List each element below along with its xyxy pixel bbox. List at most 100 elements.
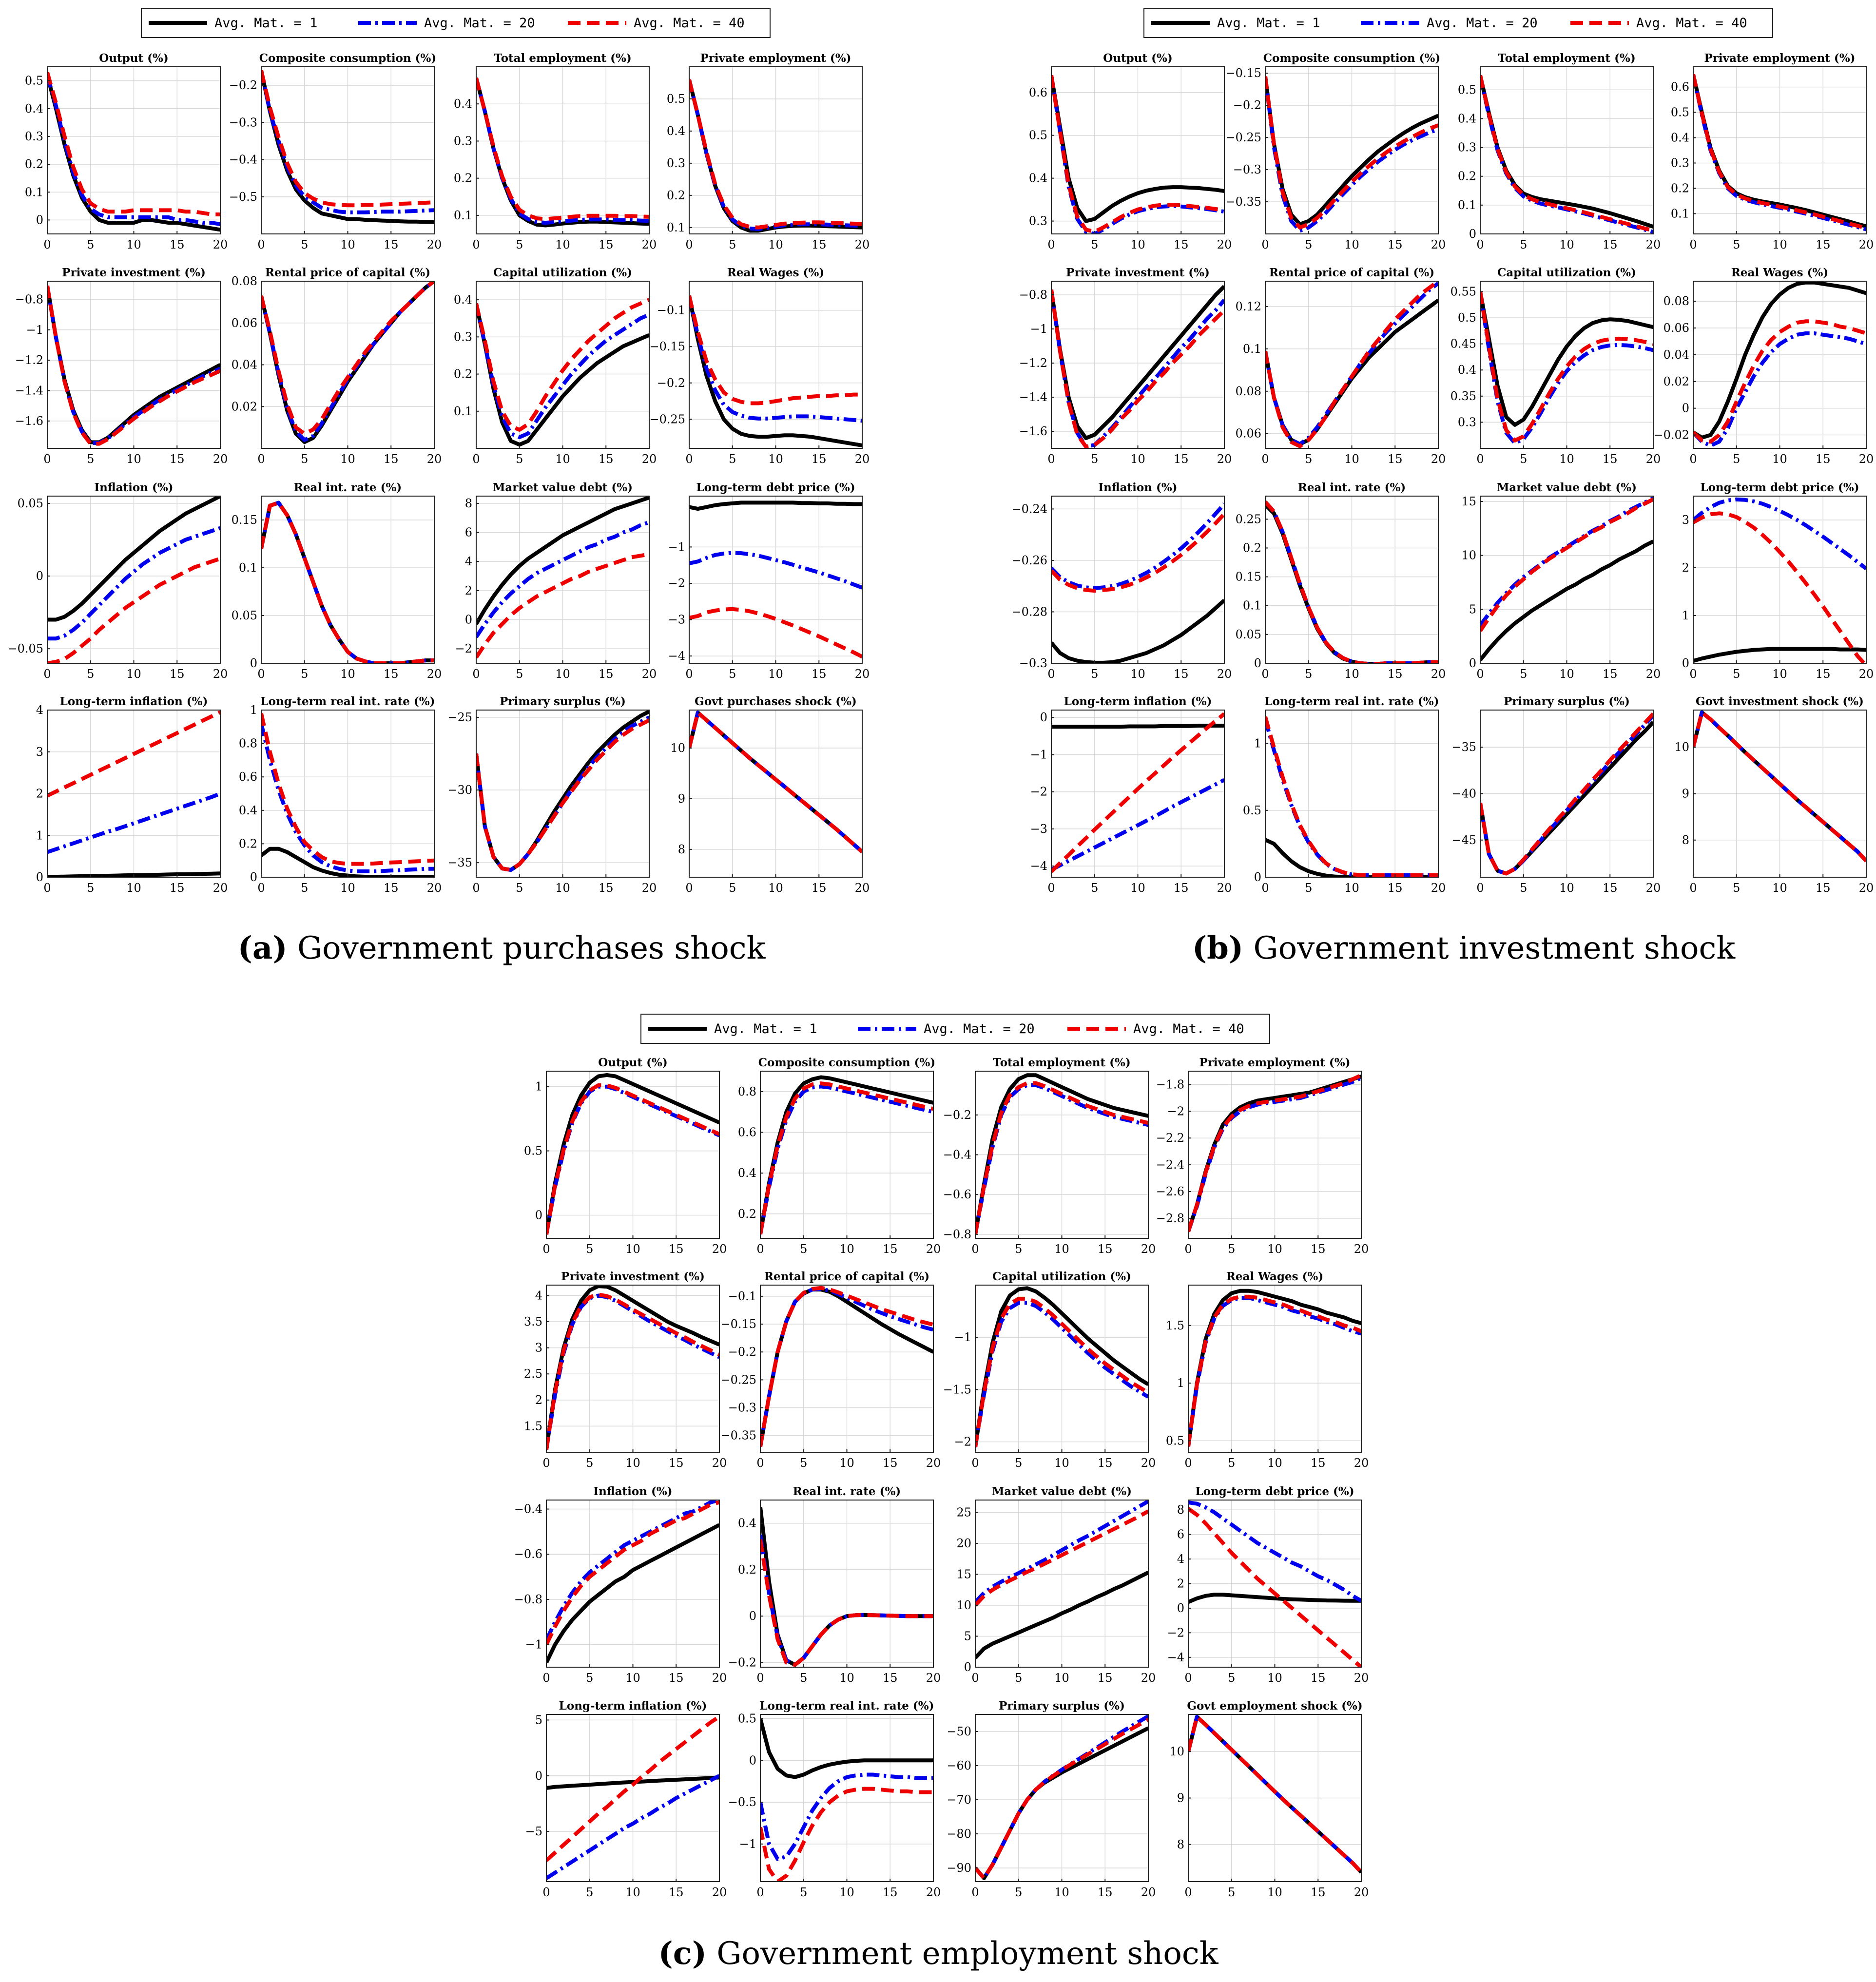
series-group xyxy=(1051,712,1224,873)
x-tick-label: 5 xyxy=(1091,238,1098,251)
y-tick-label: −1.4 xyxy=(1019,390,1047,404)
panel-b-6: 0 5 10 15 20 0.06 0.08 0.1 0.12 Rental price of c… xyxy=(1236,266,1446,466)
series-line-3 xyxy=(47,710,220,798)
x-tick-label: 15 xyxy=(1388,452,1403,466)
x-tick-label: 15 xyxy=(1174,667,1189,681)
y-tick-label: −0.35 xyxy=(1225,195,1261,209)
series-line-3 xyxy=(1051,75,1224,234)
y-tick-label: 0.08 xyxy=(232,274,257,288)
y-tick-label: −0.2 xyxy=(943,1108,971,1122)
series-line-3 xyxy=(1693,74,1866,230)
panel-a-14: 0 5 10 15 20 0 0.2 0.4 0.6 0.8 1 Long-term real int… xyxy=(239,695,442,895)
y-tick-label: −0.2 xyxy=(728,1655,756,1669)
series-line-1 xyxy=(760,1075,933,1235)
y-tick-label: −2.4 xyxy=(1156,1158,1184,1172)
x-tick-label: 5 xyxy=(586,1242,593,1256)
x-tick-label: 5 xyxy=(729,881,736,895)
y-tick-label: −4 xyxy=(1030,859,1047,873)
x-tick-label: 5 xyxy=(516,238,523,251)
x-tick-label: 10 xyxy=(839,1242,854,1256)
x-tick-label: 15 xyxy=(1098,1456,1113,1470)
x-tick-label: 10 xyxy=(1344,667,1359,681)
x-tick-label: 20 xyxy=(855,238,870,251)
x-tick-label: 20 xyxy=(926,1886,941,1899)
x-tick-label: 20 xyxy=(642,667,657,681)
y-tick-label: −0.2 xyxy=(1233,98,1261,112)
series-line-3 xyxy=(760,1081,933,1235)
x-tick-label: 15 xyxy=(883,1671,898,1685)
x-tick-label: 15 xyxy=(1098,1671,1113,1685)
x-tick-label: 5 xyxy=(729,452,736,466)
y-tick-label: 0.2 xyxy=(454,172,472,185)
x-tick-label: 15 xyxy=(384,452,399,466)
y-tick-label: 0.3 xyxy=(454,134,472,148)
x-tick-label: 0 xyxy=(472,238,480,251)
y-tick-label: 10 xyxy=(1674,740,1689,754)
y-tick-label: 0.2 xyxy=(454,367,472,381)
y-tick-label: 0.3 xyxy=(667,156,685,170)
x-tick-label: 0 xyxy=(756,1886,764,1899)
series-group xyxy=(546,1715,719,1880)
y-tick-label: 0.3 xyxy=(1671,156,1689,170)
x-tick-label: 5 xyxy=(1520,881,1527,895)
panel-a-4: 0 5 10 15 20 0.1 0.2 0.3 0.4 0.5 Private employmen… xyxy=(667,52,870,251)
y-tick-label: 0.2 xyxy=(1243,541,1261,555)
x-tick-label: 0 xyxy=(1689,452,1697,466)
x-tick-label: 0 xyxy=(685,452,693,466)
series-line-2 xyxy=(476,303,649,440)
x-tick-label: 20 xyxy=(427,667,442,681)
x-tick-label: 15 xyxy=(1311,1242,1326,1256)
x-tick-label: 0 xyxy=(1476,881,1484,895)
panel-title: Composite consumption (%) xyxy=(1263,52,1441,65)
y-tick-label: −2 xyxy=(1030,785,1047,799)
x-tick-label: 0 xyxy=(1184,1456,1192,1470)
panel-title: Capital utilization (%) xyxy=(493,266,632,279)
series-group xyxy=(975,1714,1148,1880)
series-line-3 xyxy=(47,72,220,216)
x-tick-label: 15 xyxy=(669,1242,684,1256)
x-tick-label: 10 xyxy=(1130,881,1145,895)
series-group xyxy=(689,295,862,447)
panel-title: Govt investment shock (%) xyxy=(1696,695,1864,708)
x-tick-label: 10 xyxy=(340,667,355,681)
series-line-3 xyxy=(546,1715,719,1862)
series-line-1 xyxy=(1051,285,1224,440)
y-tick-label: 0 xyxy=(465,613,472,627)
series-line-3 xyxy=(546,1292,719,1450)
panel-title: Private employment (%) xyxy=(1704,52,1855,65)
x-tick-label: 10 xyxy=(340,238,355,251)
y-tick-label: −0.6 xyxy=(514,1547,542,1561)
y-tick-label: 0 xyxy=(1254,656,1261,670)
y-tick-label: −1 xyxy=(1030,322,1047,336)
series-line-1 xyxy=(476,77,649,228)
x-tick-label: 10 xyxy=(1772,452,1787,466)
series-line-1 xyxy=(546,1523,719,1664)
y-tick-label: 0 xyxy=(1469,656,1476,670)
y-tick-label: 2 xyxy=(1177,1577,1184,1591)
x-tick-label: 15 xyxy=(1816,238,1831,251)
x-tick-label: 0 xyxy=(971,1671,979,1685)
y-tick-label: −0.26 xyxy=(1011,554,1047,567)
x-tick-label: 15 xyxy=(1816,881,1831,895)
series-group xyxy=(1480,291,1653,445)
series-line-3 xyxy=(261,713,434,866)
y-tick-label: 0.3 xyxy=(1458,415,1476,429)
x-tick-label: 0 xyxy=(685,881,693,895)
y-tick-label: −0.3 xyxy=(1019,656,1047,670)
x-tick-label: 10 xyxy=(839,1671,854,1685)
x-tick-label: 15 xyxy=(1603,667,1618,681)
y-tick-label: 25 xyxy=(956,1505,971,1519)
series-group xyxy=(975,1286,1148,1447)
y-tick-label: 1 xyxy=(535,1080,542,1094)
y-tick-label: 0 xyxy=(1254,870,1261,884)
x-tick-label: 15 xyxy=(599,452,614,466)
panel-b-12: 0 5 10 15 20 0 1 2 3 Long-term debt price (%) xyxy=(1682,481,1874,681)
x-tick-label: 5 xyxy=(1091,881,1098,895)
legend-b: Avg. Mat. = 1 Avg. Mat. = 20 Avg. Mat. = 4… xyxy=(1143,8,1773,38)
x-tick-label: 20 xyxy=(213,667,228,681)
legend-box xyxy=(1143,8,1773,38)
panel-title: Total employment (%) xyxy=(1498,52,1636,65)
x-tick-label: 20 xyxy=(1431,667,1446,681)
